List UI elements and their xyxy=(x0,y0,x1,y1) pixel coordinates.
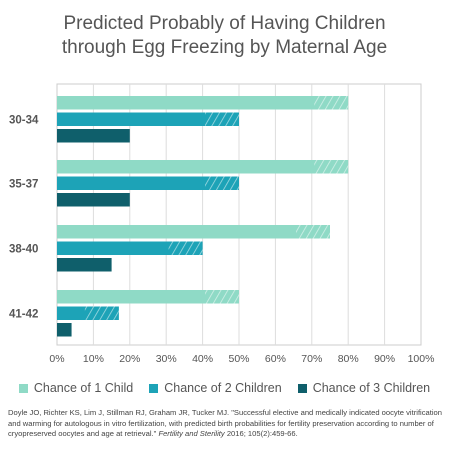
bar-hatch xyxy=(205,176,239,190)
bar xyxy=(57,96,349,110)
x-tick-label: 0% xyxy=(49,353,64,365)
category-label: 38-40 xyxy=(9,243,38,255)
x-tick-label: 100% xyxy=(408,353,435,365)
citation: Doyle JO, Richter KS, Lim J, Stillman RJ… xyxy=(8,408,444,440)
legend-swatch xyxy=(149,383,159,393)
legend-label: Chance of 1 Child xyxy=(33,381,134,395)
bar xyxy=(57,258,112,272)
bar-hatch xyxy=(205,112,239,126)
bar xyxy=(57,290,239,304)
legend-label: Chance of 2 Children xyxy=(164,381,282,395)
x-tick-label: 90% xyxy=(374,353,395,365)
bar xyxy=(57,323,72,337)
legend-item: Chance of 3 Children xyxy=(297,381,431,395)
x-tick-label: 50% xyxy=(228,353,249,365)
citation-journal: Fertility and Sterility xyxy=(158,429,225,438)
bar-hatch xyxy=(205,290,239,304)
legend: Chance of 1 Child Chance of 2 Children Cha… xyxy=(0,381,449,395)
x-tick-label: 70% xyxy=(301,353,322,365)
x-tick-label: 40% xyxy=(192,353,213,365)
bar xyxy=(57,160,349,174)
chart-title-line-1: Predicted Probably of Having Children xyxy=(63,13,386,34)
x-tick-label: 30% xyxy=(156,353,177,365)
legend-label: Chance of 3 Children xyxy=(312,381,431,395)
bar xyxy=(57,225,330,239)
bar-hatch xyxy=(314,96,349,110)
category-label: 35-37 xyxy=(9,178,38,190)
bar xyxy=(57,112,239,126)
x-axis-tick-labels: 0% 10% 20% 30% 40% 50% 60% 70% 80% 90% 100% xyxy=(49,353,434,365)
bars xyxy=(57,96,349,337)
category-label: 41-42 xyxy=(9,308,38,320)
bar-hatch xyxy=(84,306,119,320)
x-tick-label: 10% xyxy=(83,353,104,365)
category-label: 30-34 xyxy=(9,114,39,126)
bar xyxy=(57,176,239,190)
citation-details: 2016; 105(2):459-66. xyxy=(224,429,298,438)
bar-hatch xyxy=(314,160,349,174)
x-tick-label: 80% xyxy=(338,353,359,365)
legend-swatch xyxy=(297,383,307,393)
x-tick-label: 60% xyxy=(265,353,286,365)
bar xyxy=(57,193,130,207)
bar-hatch xyxy=(168,241,203,255)
bar xyxy=(57,241,203,255)
legend-item: Chance of 2 Children xyxy=(149,381,282,395)
chart-title: Predicted Probably of Having Children th… xyxy=(0,12,449,60)
citation-text: Doyle JO, Richter KS, Lim J, Stillman RJ… xyxy=(8,408,443,438)
chart-title-line-2: through Egg Freezing by Maternal Age xyxy=(61,37,388,58)
bar-hatch xyxy=(296,225,330,239)
legend-swatch xyxy=(18,383,28,393)
legend-item: Chance of 1 Child xyxy=(18,381,134,395)
x-tick-label: 20% xyxy=(119,353,140,365)
bar xyxy=(57,129,130,143)
category-labels: 30-34 35-37 38-40 41-42 xyxy=(9,114,39,320)
